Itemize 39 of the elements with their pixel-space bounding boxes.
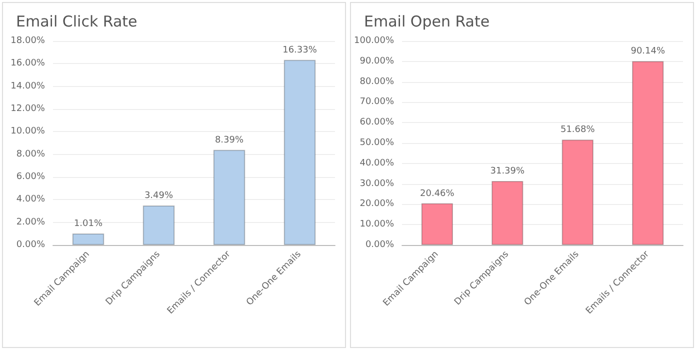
chart-title: Email Click Rate [16, 12, 138, 30]
y-tick-label: 6.00% [16, 172, 46, 182]
y-tick-label: 100.00% [354, 36, 394, 46]
y-tick-label: 18.00% [10, 36, 46, 46]
y-tick-label: 0.00% [365, 240, 394, 250]
data-label: 90.14% [630, 46, 666, 57]
y-tick-label: 80.00% [360, 76, 394, 87]
y-tick-label: 10.00% [360, 220, 394, 230]
bar [213, 150, 246, 245]
y-tick-label: 20.00% [360, 199, 394, 210]
data-label: 1.01% [74, 219, 103, 230]
y-tick-label: 8.00% [16, 149, 46, 160]
bar [492, 180, 524, 245]
y-tick-label: 16.00% [10, 58, 46, 69]
y-tick-label: 70.00% [360, 97, 394, 108]
y-tick-label: 60.00% [360, 118, 394, 128]
y-tick-label: 4.00% [16, 194, 46, 205]
data-label: 51.68% [560, 125, 596, 136]
y-tick-label: 10.00% [10, 126, 46, 137]
bar [632, 61, 664, 245]
data-label: 20.46% [420, 188, 455, 199]
y-tick-label: 12.00% [10, 104, 46, 114]
bar [421, 203, 453, 245]
data-label: 31.39% [490, 166, 526, 176]
bar [284, 60, 316, 245]
bar [142, 205, 175, 245]
y-tick-label: 90.00% [360, 56, 394, 66]
bar [72, 234, 104, 245]
data-label: 16.33% [282, 45, 318, 56]
chart-title: Email Open Rate [364, 12, 490, 30]
y-tick-label: 30.00% [360, 178, 394, 189]
y-tick-label: 2.00% [16, 217, 46, 228]
y-tick-label: 50.00% [360, 138, 394, 148]
data-label: 3.49% [144, 190, 174, 201]
data-label: 8.39% [214, 135, 244, 146]
y-tick-label: 14.00% [10, 81, 46, 92]
y-tick-label: 40.00% [360, 158, 394, 168]
bar [562, 140, 594, 245]
y-tick-label: 0.00% [16, 240, 46, 250]
